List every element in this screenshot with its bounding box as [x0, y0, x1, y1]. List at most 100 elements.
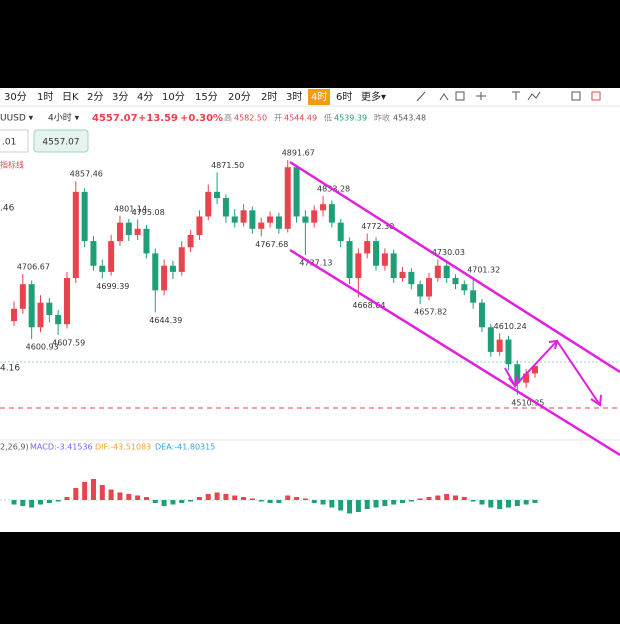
period-tab[interactable]: 4时	[311, 91, 327, 103]
period[interactable]: 4小时 ▾	[48, 112, 80, 124]
candle-body	[169, 265, 176, 272]
period-tab[interactable]: 6时	[336, 91, 352, 103]
button[interactable]	[33, 129, 89, 153]
candle-body	[125, 222, 132, 235]
panel	[0, 88, 620, 532]
macd-bar	[294, 497, 300, 500]
candle-body	[63, 278, 70, 325]
macd-bar	[241, 497, 247, 500]
price-annotation: 4730.03	[432, 248, 465, 257]
period-tab[interactable]: 15分	[195, 91, 218, 103]
candle-body	[461, 284, 468, 291]
price: 4557.07	[92, 113, 138, 124]
price-annotation: 4795.08	[132, 208, 165, 217]
candle-body	[284, 167, 291, 229]
candle-body	[337, 222, 344, 242]
macd-bar	[426, 497, 432, 500]
macd-bar	[514, 500, 520, 506]
candle-body	[72, 191, 79, 279]
period-tab[interactable]: 更多▾	[361, 90, 386, 103]
change-pct: +0.30%	[180, 113, 223, 124]
period-tab[interactable]: 2分	[87, 91, 103, 103]
candle-body	[364, 241, 371, 254]
stat-label: 昨收	[374, 113, 390, 123]
candle-body	[302, 216, 309, 223]
price-annotation: 4772.30	[361, 222, 394, 231]
macd-bar	[73, 488, 79, 500]
macd-bar	[196, 497, 202, 500]
period-tab[interactable]: 30分	[4, 91, 27, 103]
candle-body	[505, 339, 512, 365]
candle-body	[496, 339, 503, 352]
candle-body	[19, 284, 26, 309]
candle-body	[373, 241, 380, 266]
candle-body	[426, 278, 433, 297]
candle-body	[293, 167, 300, 217]
period-tab[interactable]: 3分	[112, 91, 128, 103]
macd-bar	[461, 497, 467, 500]
price-annotation: 4801.14	[114, 204, 147, 213]
macd-label: DIF:-43.51083	[95, 443, 151, 452]
symbol[interactable]: UUSD ▾	[0, 114, 34, 124]
candle-body	[381, 253, 388, 266]
active-tab	[308, 89, 330, 105]
tool-icons	[416, 91, 601, 102]
macd-bar	[223, 494, 229, 500]
candle-body	[346, 241, 353, 279]
candle-body	[443, 265, 450, 279]
candle-body	[108, 241, 115, 272]
toolbar: 30分 1时 日K 2分 3分 4分 10分 15分 20分 2时 3时 4时 6时 更多▾	[4, 89, 386, 105]
period-tab[interactable]: 2时	[261, 91, 277, 103]
candle-body	[320, 204, 327, 211]
candle-body	[196, 216, 203, 235]
input[interactable]: .01	[2, 138, 16, 148]
macd-bar	[417, 498, 423, 500]
period-tab[interactable]: 4分	[137, 91, 153, 103]
price-annotation: 4701.32	[467, 266, 500, 275]
macd-bar	[152, 500, 158, 503]
candle-body	[523, 373, 530, 383]
macd-bar	[382, 500, 388, 506]
input-box[interactable]	[0, 129, 29, 153]
macd-bar	[82, 482, 88, 500]
candle-body	[399, 271, 406, 279]
period-tab[interactable]: 3时	[286, 91, 302, 103]
price-annotation: 4891.67	[282, 149, 315, 158]
candle-body	[152, 253, 159, 291]
candle-body	[231, 216, 238, 223]
candle-body	[514, 364, 521, 383]
candle-body	[311, 210, 318, 223]
stat-label: 开	[274, 114, 282, 123]
macd-bar	[64, 497, 70, 500]
stat-label: 高	[224, 113, 232, 123]
period-tab[interactable]: 1时	[37, 91, 53, 103]
candle-body	[214, 191, 221, 199]
button-label[interactable]: 4557.07	[42, 138, 79, 148]
candle-body	[470, 290, 477, 303]
price-annotation: 4706.67	[17, 262, 50, 271]
candle-body	[81, 191, 88, 242]
macd-bar	[214, 492, 220, 500]
indicator[interactable]: 指标线	[0, 160, 24, 170]
macd-bar	[55, 500, 61, 502]
macd-bar	[267, 500, 273, 503]
macd-bar	[408, 500, 414, 502]
macd-bar	[497, 500, 503, 509]
candle-body	[187, 234, 194, 248]
stats: 高 4582.50 开 4544.49 低 4539.39 昨收 4543.48	[224, 113, 426, 123]
period-tab[interactable]: 10分	[162, 91, 185, 103]
candle-body	[408, 271, 415, 285]
macd-bar	[135, 495, 141, 500]
macd-bar	[435, 495, 441, 500]
macd-bar	[37, 500, 43, 505]
macd-bar	[488, 500, 494, 508]
candle-body	[452, 278, 459, 285]
candle-body	[134, 228, 141, 235]
candle-body	[478, 302, 485, 328]
period-tab[interactable]: 20分	[228, 91, 251, 103]
period-tab[interactable]: 日K	[62, 92, 79, 103]
price-annotation: 4600.93	[26, 343, 59, 352]
macd-bar	[453, 495, 458, 500]
price-annotation: 4871.50	[211, 161, 244, 170]
